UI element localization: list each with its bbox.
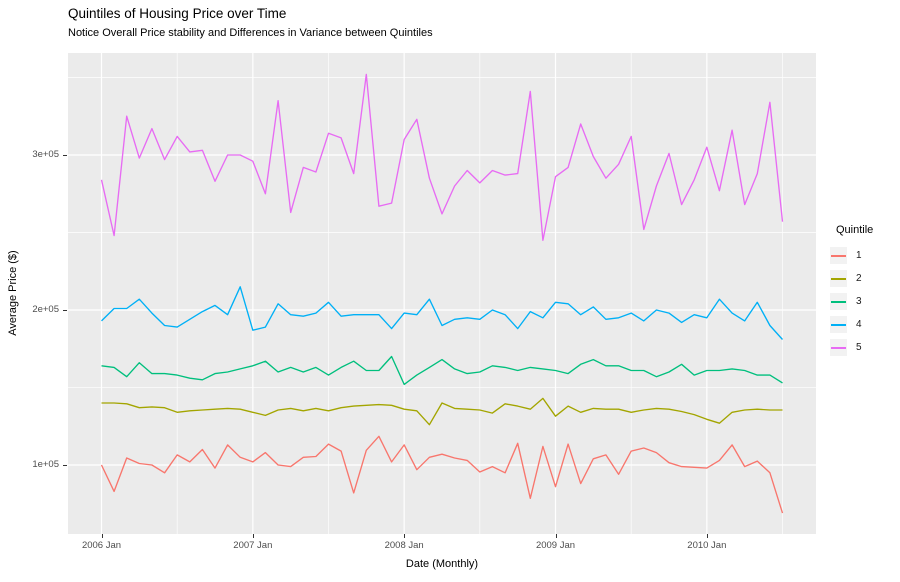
series-line-quintile-1 bbox=[100, 435, 784, 514]
legend-item-label: 2 bbox=[856, 273, 862, 284]
legend-key-line-icon bbox=[831, 254, 846, 257]
legend-item-quintile-2: 2 bbox=[830, 267, 873, 290]
y-tick-mark bbox=[63, 154, 67, 156]
x-tick-mark bbox=[404, 534, 406, 538]
legend-key bbox=[830, 316, 847, 333]
series-line-quintile-5 bbox=[100, 73, 784, 241]
x-tick-label: 2010 Jan bbox=[687, 540, 727, 551]
legend-key-line-icon bbox=[831, 300, 846, 303]
legend-item-label: 5 bbox=[856, 342, 862, 353]
y-axis-title: Average Price ($) bbox=[7, 250, 19, 336]
series-line-quintile-2 bbox=[101, 397, 783, 426]
chart-panel bbox=[68, 53, 816, 534]
legend-key-line-icon bbox=[831, 346, 846, 349]
x-tick-label: 2008 Jan bbox=[384, 540, 424, 551]
x-tick-label: 2009 Jan bbox=[535, 540, 576, 551]
x-tick-label: 2006 Jan bbox=[81, 540, 122, 551]
x-tick-mark bbox=[555, 534, 557, 538]
x-tick-mark bbox=[101, 534, 103, 538]
plot-area-svg bbox=[68, 53, 816, 534]
legend-key bbox=[830, 270, 847, 287]
legend-key bbox=[830, 339, 847, 356]
y-tick-mark bbox=[63, 310, 67, 311]
legend-key-line-icon bbox=[831, 323, 846, 326]
legend-items: 1 2 3 4 5 bbox=[830, 244, 873, 359]
chart-subtitle: Notice Overall Price stability and Diffe… bbox=[68, 27, 433, 39]
legend-key-line-icon bbox=[831, 277, 846, 280]
legend: Quintile 1 2 3 4 5 bbox=[830, 224, 873, 359]
legend-item-quintile-3: 3 bbox=[830, 290, 873, 313]
y-tick-label: 1e+05 bbox=[32, 459, 59, 471]
legend-item-label: 1 bbox=[856, 250, 862, 261]
legend-key bbox=[830, 293, 847, 310]
series-line-quintile-4 bbox=[101, 286, 784, 340]
legend-item-quintile-1: 1 bbox=[830, 244, 873, 267]
x-tick-mark bbox=[706, 534, 708, 538]
legend-item-label: 3 bbox=[856, 296, 862, 307]
x-tick-label: 2007 Jan bbox=[233, 540, 273, 551]
chart-title: Quintiles of Housing Price over Time bbox=[68, 6, 287, 21]
y-tick-mark bbox=[63, 465, 67, 467]
y-tick-label: 2e+05 bbox=[32, 304, 59, 315]
y-tick-label: 3e+05 bbox=[32, 148, 59, 160]
legend-item-label: 4 bbox=[856, 319, 862, 330]
legend-item-quintile-5: 5 bbox=[830, 336, 873, 359]
series-line-quintile-3 bbox=[101, 355, 783, 386]
legend-key bbox=[830, 247, 847, 264]
x-axis-title: Date (Monthly) bbox=[405, 558, 479, 570]
legend-item-quintile-4: 4 bbox=[830, 313, 873, 336]
legend-title: Quintile bbox=[836, 224, 874, 236]
x-tick-mark bbox=[252, 534, 254, 538]
